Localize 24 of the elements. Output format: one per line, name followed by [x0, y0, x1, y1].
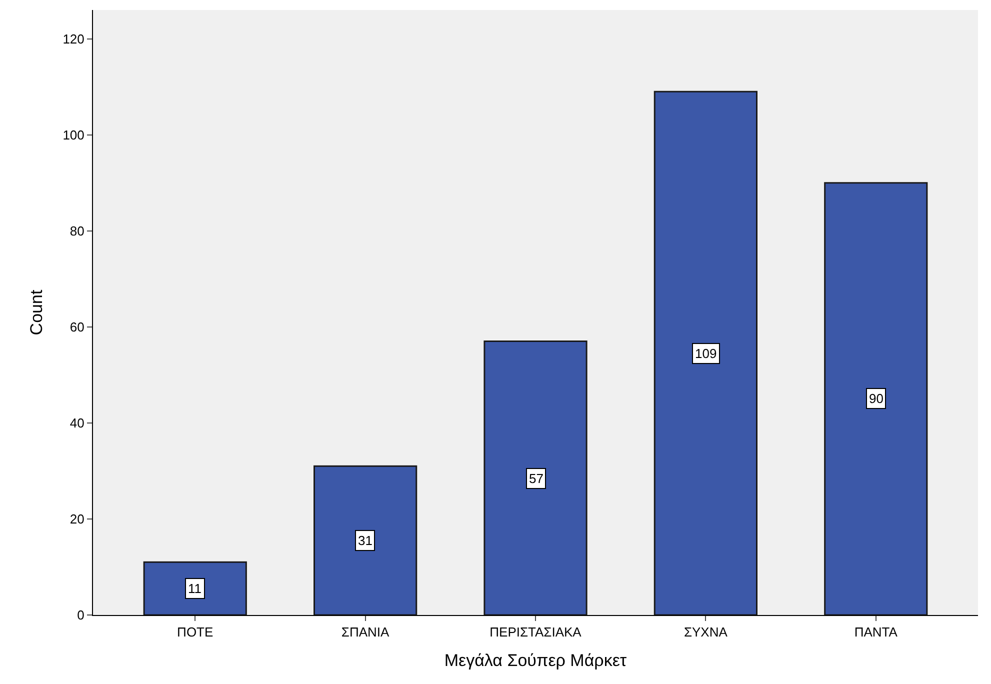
y-tick-label: 40	[70, 415, 84, 430]
y-tick-label: 20	[70, 512, 84, 527]
bar	[143, 561, 247, 615]
x-tick-label: ΠΟΤΕ	[177, 624, 214, 640]
y-axis-title: Count	[27, 290, 46, 336]
x-tick-label: ΣΠΑΝΙΑ	[341, 624, 390, 640]
data-label: 109	[695, 346, 717, 361]
y-tick-label: 0	[77, 608, 84, 623]
data-label: 90	[869, 391, 884, 406]
data-label: 11	[188, 581, 202, 596]
y-tick-label: 100	[62, 127, 84, 142]
y-tick-label: 60	[70, 319, 84, 334]
y-tick-label: 120	[62, 31, 84, 46]
bar	[314, 465, 418, 615]
data-label: 57	[529, 471, 544, 486]
bar	[654, 90, 758, 615]
bar	[824, 182, 928, 615]
data-label: 31	[358, 533, 372, 548]
bar	[484, 340, 588, 615]
y-tick-label: 80	[70, 223, 84, 238]
x-tick-label: ΠΕΡΙΣΤΑΣΙΑΚΑ	[490, 624, 582, 640]
x-axis-title: Μεγάλα Σούπερ Μάρκετ	[444, 651, 627, 670]
x-tick-label: ΠΑΝΤΑ	[854, 624, 898, 640]
x-tick-label: ΣΥΧΝΑ	[684, 624, 728, 640]
